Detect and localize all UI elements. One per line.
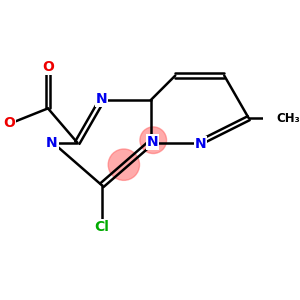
Text: N: N	[195, 136, 206, 151]
Text: Cl: Cl	[94, 220, 109, 234]
Text: CH₃: CH₃	[276, 112, 300, 125]
Text: O: O	[42, 60, 54, 74]
Circle shape	[108, 149, 140, 180]
Text: N: N	[96, 92, 108, 106]
Text: N: N	[146, 135, 158, 149]
Circle shape	[140, 127, 167, 154]
Text: N: N	[46, 136, 58, 150]
Text: O: O	[3, 116, 15, 130]
